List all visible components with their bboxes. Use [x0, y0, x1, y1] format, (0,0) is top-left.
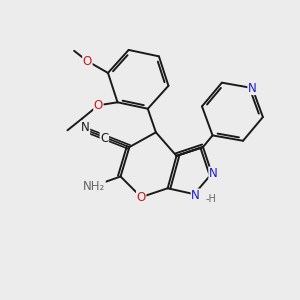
Text: O: O — [83, 55, 92, 68]
Text: C: C — [100, 132, 109, 145]
Text: N: N — [209, 167, 218, 180]
Text: N: N — [191, 189, 200, 202]
Text: N: N — [81, 122, 90, 134]
Text: NH₂: NH₂ — [83, 180, 105, 193]
Text: O: O — [136, 190, 146, 204]
Text: -H: -H — [206, 194, 216, 205]
Text: O: O — [94, 99, 103, 112]
Text: N: N — [248, 82, 257, 94]
